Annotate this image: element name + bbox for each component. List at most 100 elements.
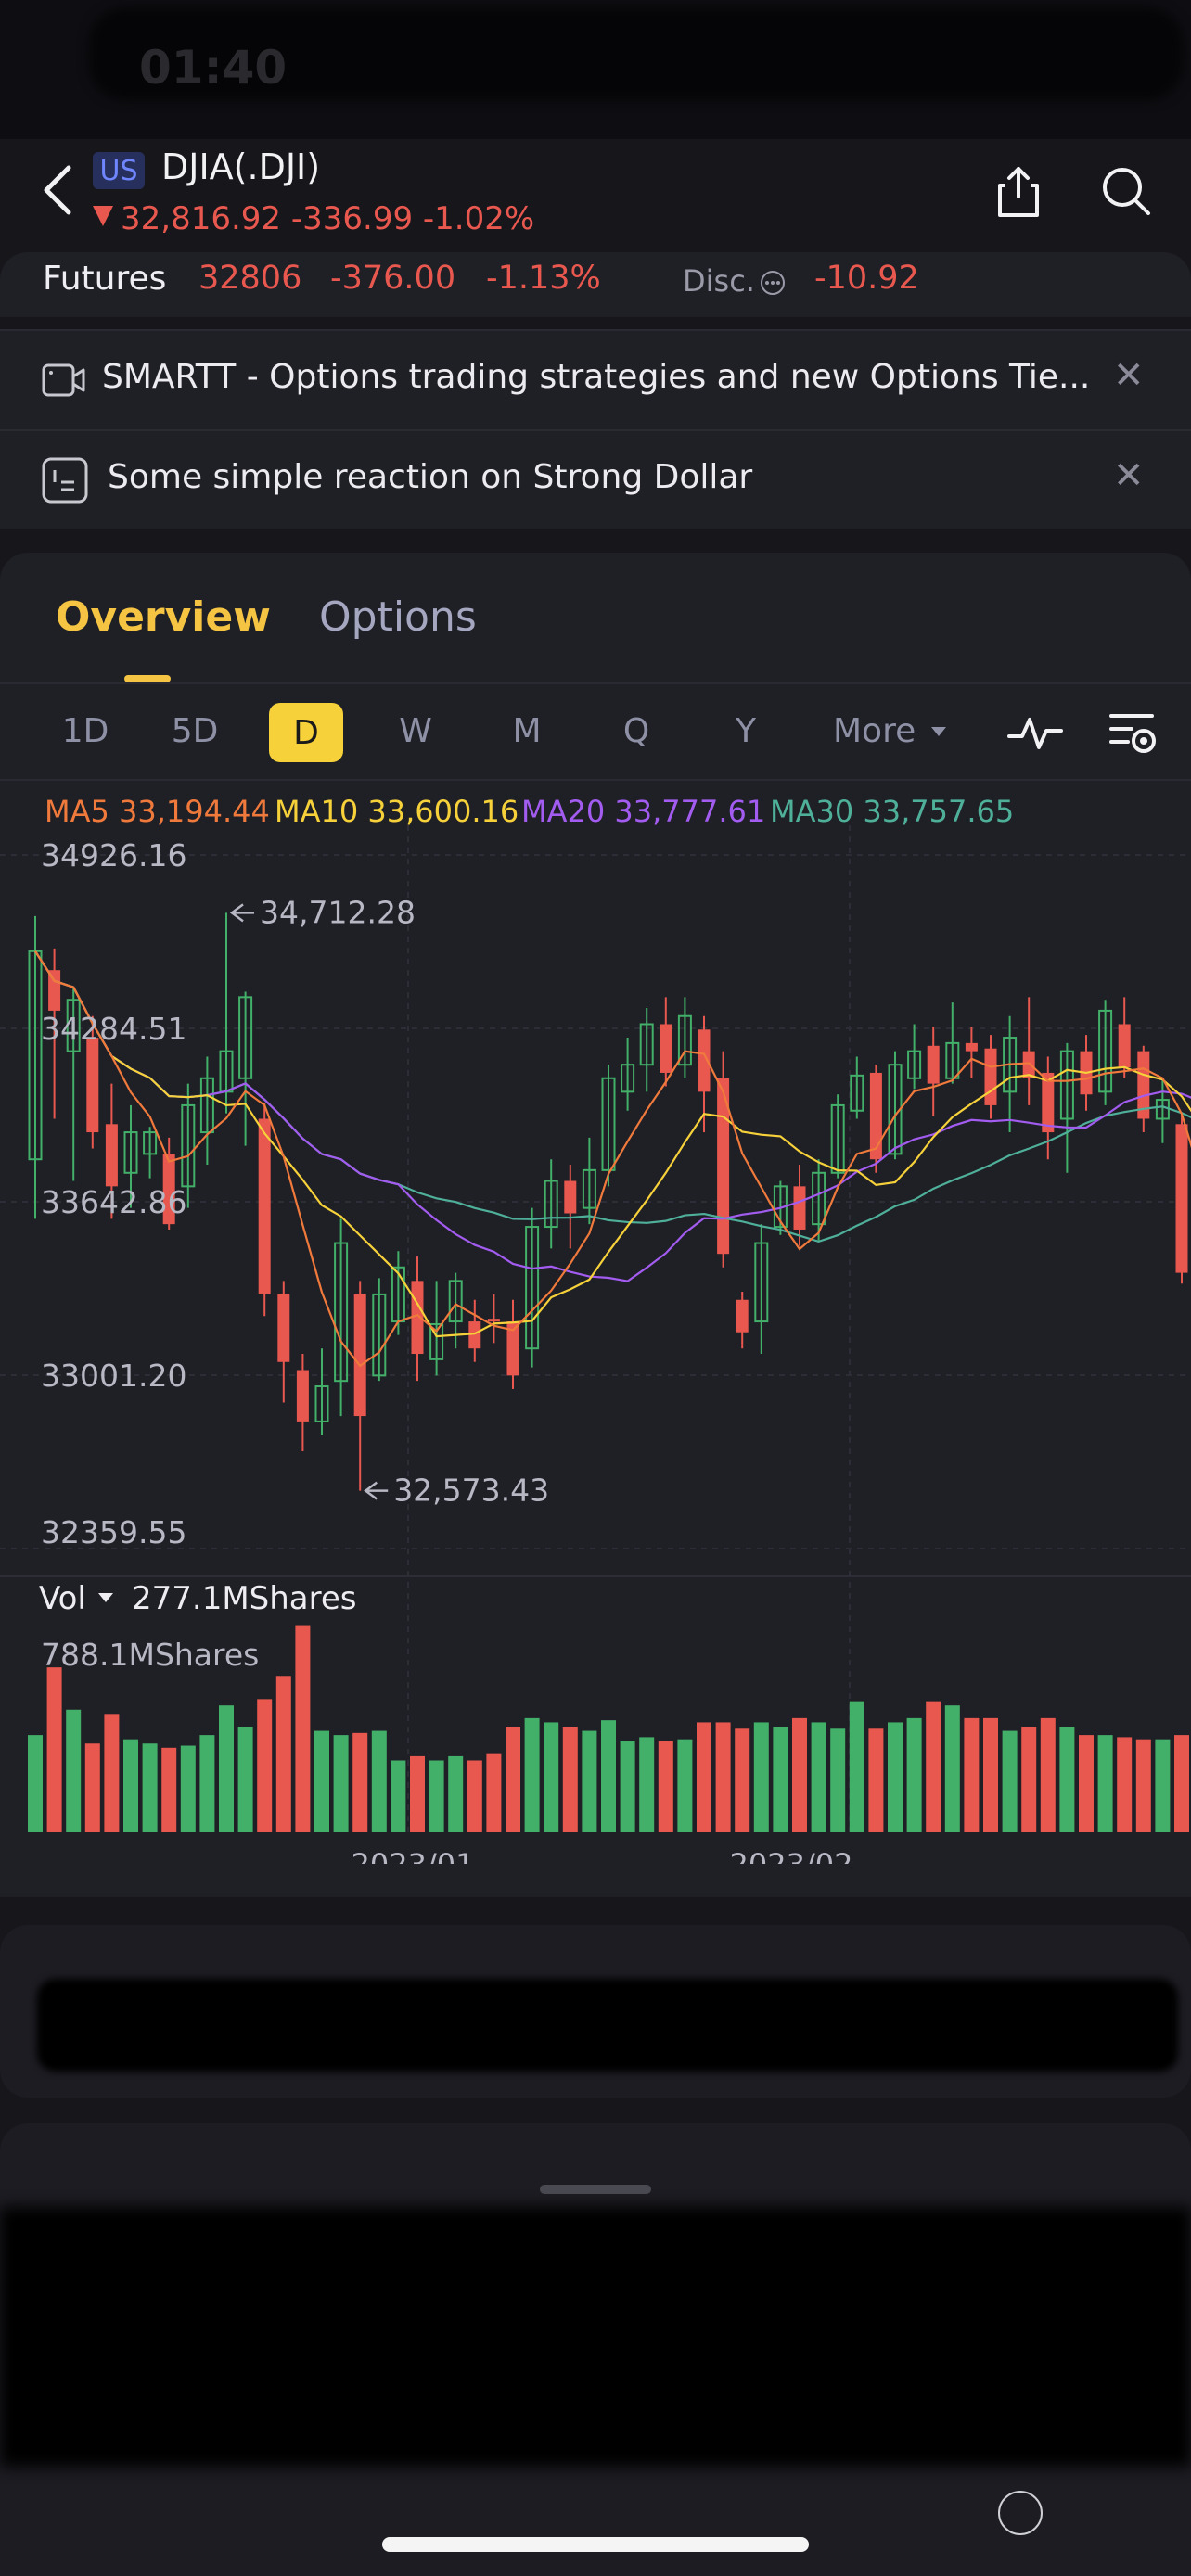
period-y[interactable]: Y: [736, 712, 756, 750]
volume-bar: [219, 1705, 234, 1832]
chevron-down-icon[interactable]: [98, 1593, 113, 1602]
volume-bar: [677, 1739, 693, 1832]
volume-bar: [964, 1717, 980, 1832]
redacted-area: [0, 2207, 1191, 2467]
chart-settings-icon[interactable]: [1109, 710, 1158, 757]
period-m[interactable]: M: [512, 712, 542, 750]
volume-bar: [1040, 1717, 1056, 1832]
volume-bar: [161, 1747, 177, 1832]
volume-bar: [180, 1745, 196, 1832]
volume-bar: [104, 1714, 120, 1832]
x-tick-label: 2023/02: [730, 1847, 853, 1864]
candle-body: [86, 1038, 99, 1133]
volume-bar: [275, 1676, 291, 1832]
volume-label[interactable]: Vol: [39, 1580, 86, 1617]
period-1d[interactable]: 1D: [61, 712, 109, 750]
down-arrow-icon: [93, 206, 113, 226]
candle-body: [965, 1042, 978, 1052]
volume-bar: [524, 1717, 540, 1832]
ma30-label: MA30 33,757.65: [770, 794, 1015, 829]
volume-bar: [715, 1722, 731, 1832]
volume-bar: [1079, 1735, 1094, 1832]
candle-body: [717, 1078, 730, 1255]
candle-body: [143, 1131, 158, 1155]
high-annotation-arrow: [229, 903, 254, 923]
notice-strong-dollar[interactable]: [0, 429, 1191, 529]
candlestick-chart[interactable]: 34926.16 34284.51 33642.86 33001.20 32359.55…: [0, 825, 1191, 1864]
volume-bar: [792, 1717, 807, 1832]
volume-bar: [639, 1737, 655, 1832]
volume-bar: [199, 1735, 215, 1832]
volume-bar: [906, 1717, 922, 1832]
market-badge: US: [93, 152, 145, 189]
y-tick-label: 34284.51: [41, 1011, 186, 1047]
volume-bar: [983, 1717, 998, 1832]
indicator-icon[interactable]: [1007, 712, 1063, 753]
volume-max-label: 788.1MShares: [41, 1637, 259, 1673]
tab-options[interactable]: Options: [319, 593, 477, 641]
disc-value: -10.92: [814, 260, 919, 297]
search-icon[interactable]: [1098, 163, 1154, 219]
back-icon[interactable]: [37, 162, 78, 218]
candle-body: [277, 1294, 290, 1362]
volume-bar: [295, 1625, 311, 1832]
candle-body: [1059, 1050, 1074, 1120]
notice-smartt[interactable]: [0, 329, 1191, 429]
more-dropdown[interactable]: More: [833, 712, 916, 750]
symbol-title: DJIA(.DJI): [161, 147, 321, 187]
volume-bar: [544, 1722, 559, 1832]
sheet-handle[interactable]: [540, 2185, 651, 2194]
candle-body: [544, 1180, 558, 1229]
volume-bar: [926, 1701, 941, 1832]
low-annotation: 32,573.43: [393, 1473, 549, 1509]
tab-overview[interactable]: Overview: [56, 593, 271, 641]
price-quote: 32,816.92 -336.99 -1.02%: [121, 200, 535, 237]
volume-bar: [582, 1730, 597, 1832]
candle-body: [660, 1024, 672, 1073]
chevron-down-icon[interactable]: [931, 727, 946, 736]
futures-price: 32806: [198, 260, 302, 297]
candle-body: [812, 1171, 826, 1226]
candle-body: [105, 1124, 118, 1187]
candle-body: [1175, 1124, 1188, 1273]
close-icon[interactable]: ✕: [1113, 354, 1145, 397]
x-tick-label: 2023/01: [352, 1847, 475, 1864]
volume-bar: [620, 1741, 635, 1832]
candle-body: [1098, 1009, 1113, 1093]
chart-panel: [0, 553, 1191, 1897]
volume-bar: [1135, 1739, 1151, 1832]
close-icon[interactable]: ✕: [1113, 454, 1145, 497]
ma5-line: [34, 950, 1191, 1368]
candle-body: [66, 999, 81, 1052]
candle-body: [564, 1180, 577, 1214]
candle-body: [181, 1103, 196, 1188]
futures-bar[interactable]: [0, 252, 1191, 317]
candle-body: [927, 1045, 940, 1084]
candle-body: [582, 1168, 596, 1209]
candle-body: [869, 1072, 882, 1160]
volume-bar: [142, 1743, 158, 1832]
period-5d[interactable]: 5D: [171, 712, 219, 750]
candle-body: [1042, 1072, 1055, 1133]
volume-bar: [410, 1755, 425, 1832]
share-icon[interactable]: [992, 163, 1044, 219]
volume-bar: [486, 1753, 502, 1832]
volume-bar: [811, 1722, 826, 1832]
volume-bar: [314, 1730, 329, 1832]
volume-bar: [66, 1709, 82, 1832]
y-tick-label: 34926.16: [41, 837, 186, 874]
candle-body: [525, 1226, 540, 1350]
period-w[interactable]: W: [399, 712, 432, 750]
volume-bar: [257, 1699, 273, 1832]
volume-bar: [1002, 1730, 1018, 1832]
ma5-label: MA5 33,194.44: [45, 794, 270, 829]
volume-bar: [849, 1701, 864, 1832]
volume-bar: [735, 1728, 750, 1832]
candle-body: [448, 1280, 463, 1323]
volume-bar: [1174, 1735, 1189, 1832]
disc-label: Disc.: [683, 263, 755, 299]
home-indicator[interactable]: [382, 2537, 809, 2552]
period-q[interactable]: Q: [622, 712, 650, 750]
period-d[interactable]: D: [269, 703, 343, 762]
more-dots-icon[interactable]: [759, 269, 787, 297]
